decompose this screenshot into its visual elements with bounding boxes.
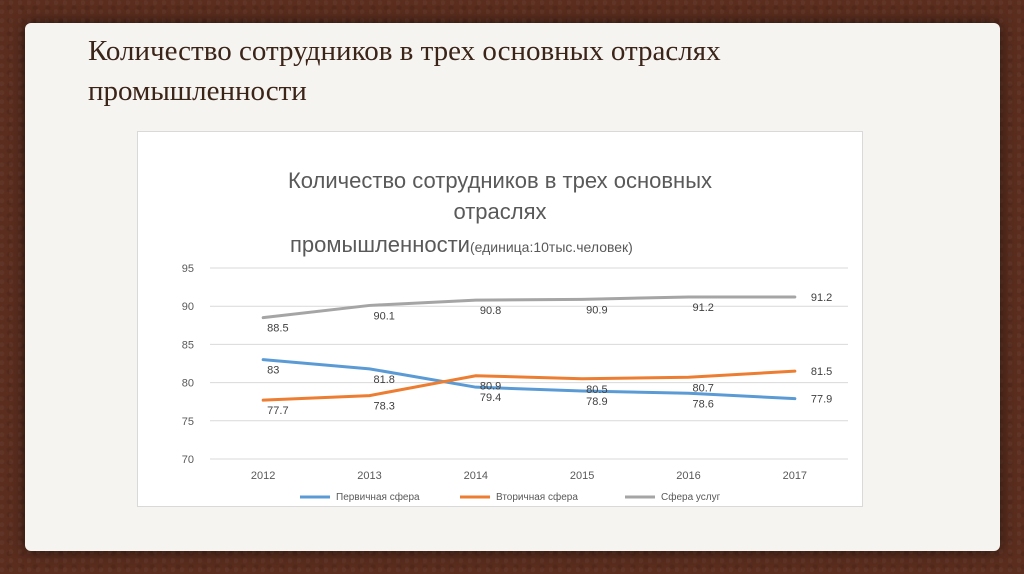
series-layer [261,295,797,402]
data-label: 77.7 [267,405,288,417]
data-label: 79.4 [480,392,501,404]
series-line-3 [261,295,797,320]
y-tick-label: 80 [182,378,194,390]
slide-title: Количество сотрудников в трех основных о… [88,31,908,111]
y-tick-label: 75 [182,416,194,428]
data-label: 90.1 [374,310,395,322]
data-label: 83 [267,365,279,377]
x-tick-label: 2013 [357,470,381,482]
legend-label: Первичная сфера [336,491,420,503]
x-tick-label: 2014 [464,470,488,482]
slide-title-line1: Количество сотрудников в трех основных о… [88,35,721,67]
line-chart: Количество сотрудников в трех основных о… [137,131,863,507]
y-tick-label: 85 [182,339,194,351]
legend-label: Вторичная сфера [496,491,578,503]
data-label: 78.6 [693,398,714,410]
y-tick-label: 95 [182,263,194,275]
data-label: 78.9 [586,396,607,408]
legend: Первичная сфера Вторичная сфера Сфера услу… [300,491,721,503]
y-tick-label: 70 [182,454,194,466]
data-label: 77.9 [811,394,832,406]
data-label: 80.7 [693,382,714,394]
series-line-1 [261,358,797,401]
x-tick-label: 2017 [783,470,807,482]
data-label: 91.2 [811,292,832,304]
x-tick-label: 2016 [676,470,700,482]
y-tick-label: 90 [182,301,194,313]
label-layer: 83 81.8 79.4 78.9 78.6 77.9 77.7 78.3 80.9 80.5 80… [267,292,832,417]
data-label: 80.9 [480,381,501,393]
data-label: 91.2 [693,302,714,314]
data-label: 81.5 [811,366,832,378]
chart-title-unit: (единица:10тыс.человек) [470,239,633,255]
chart-title-line2: отраслях [453,199,546,224]
legend-label: Сфера услуг [661,491,721,503]
chart-title-main: промышленности [290,232,470,257]
chart-canvas: Количество сотрудников в трех основных о… [182,168,848,503]
chart-title-line3: промышленности(единица:10тыс.человек) [290,232,633,257]
x-tick-label: 2015 [570,470,594,482]
data-label: 80.5 [586,384,607,396]
grid-layer: 70 75 80 85 90 95 2012 2013 2014 2015 2016 2017 [182,263,848,482]
data-label: 78.3 [374,401,395,413]
x-tick-label: 2012 [251,470,275,482]
data-label: 90.8 [480,305,501,317]
data-label: 81.8 [374,374,395,386]
data-label: 88.5 [267,323,288,335]
series-line-2 [261,369,797,402]
data-label: 90.9 [586,304,607,316]
slide-title-line2: промышленности [88,75,307,107]
chart-title-line1: Количество сотрудников в трех основных [288,168,712,193]
